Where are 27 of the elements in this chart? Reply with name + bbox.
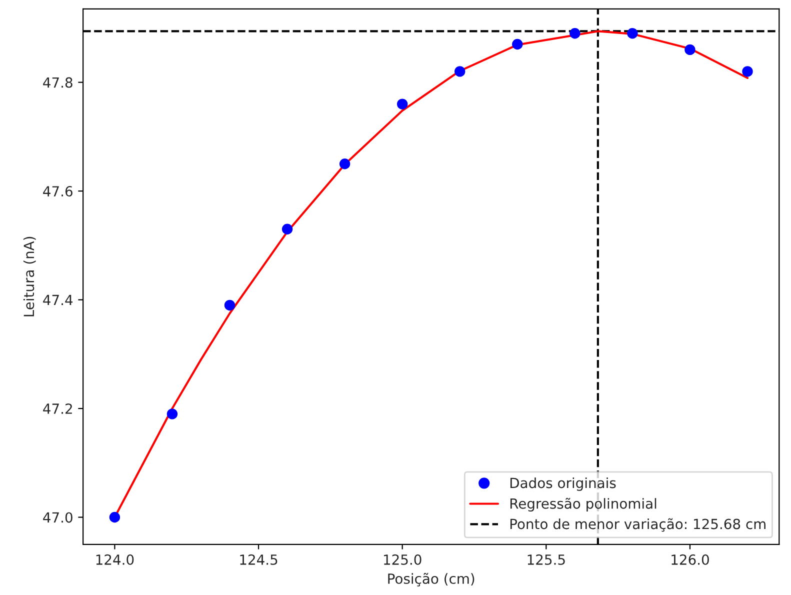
x-tick-label: 125.5 [528, 554, 565, 565]
y-tick-label: 47.2 [43, 403, 72, 414]
point [454, 66, 466, 77]
point [570, 28, 580, 39]
y-tick-label: 47.8 [43, 77, 72, 88]
y-tick-label: 47.6 [43, 186, 72, 197]
point [684, 44, 696, 56]
y-tick-label: 47.0 [43, 512, 72, 523]
point [627, 28, 638, 39]
point [166, 408, 178, 420]
y-axis-title: Leitura (nA) [23, 236, 36, 316]
point [224, 300, 236, 311]
x-axis-title: Posição (cm) [388, 572, 474, 586]
x-tick-label: 124.0 [96, 554, 134, 565]
x-tick-label: 125.0 [384, 554, 422, 565]
point [396, 98, 408, 110]
legend-label: Regressão polinomial [510, 498, 656, 512]
point [339, 158, 350, 170]
x-tick-label: 124.5 [240, 554, 278, 565]
x-tick-label: 126.0 [672, 554, 709, 565]
point [512, 38, 523, 50]
point [282, 224, 293, 234]
point [742, 66, 753, 77]
y-tick-label: 47.4 [43, 294, 73, 306]
point [109, 512, 120, 523]
legend-label: Dados originais [510, 477, 616, 491]
ref-line-label: Ponto de menor variação: 125.68 cm [510, 518, 766, 532]
